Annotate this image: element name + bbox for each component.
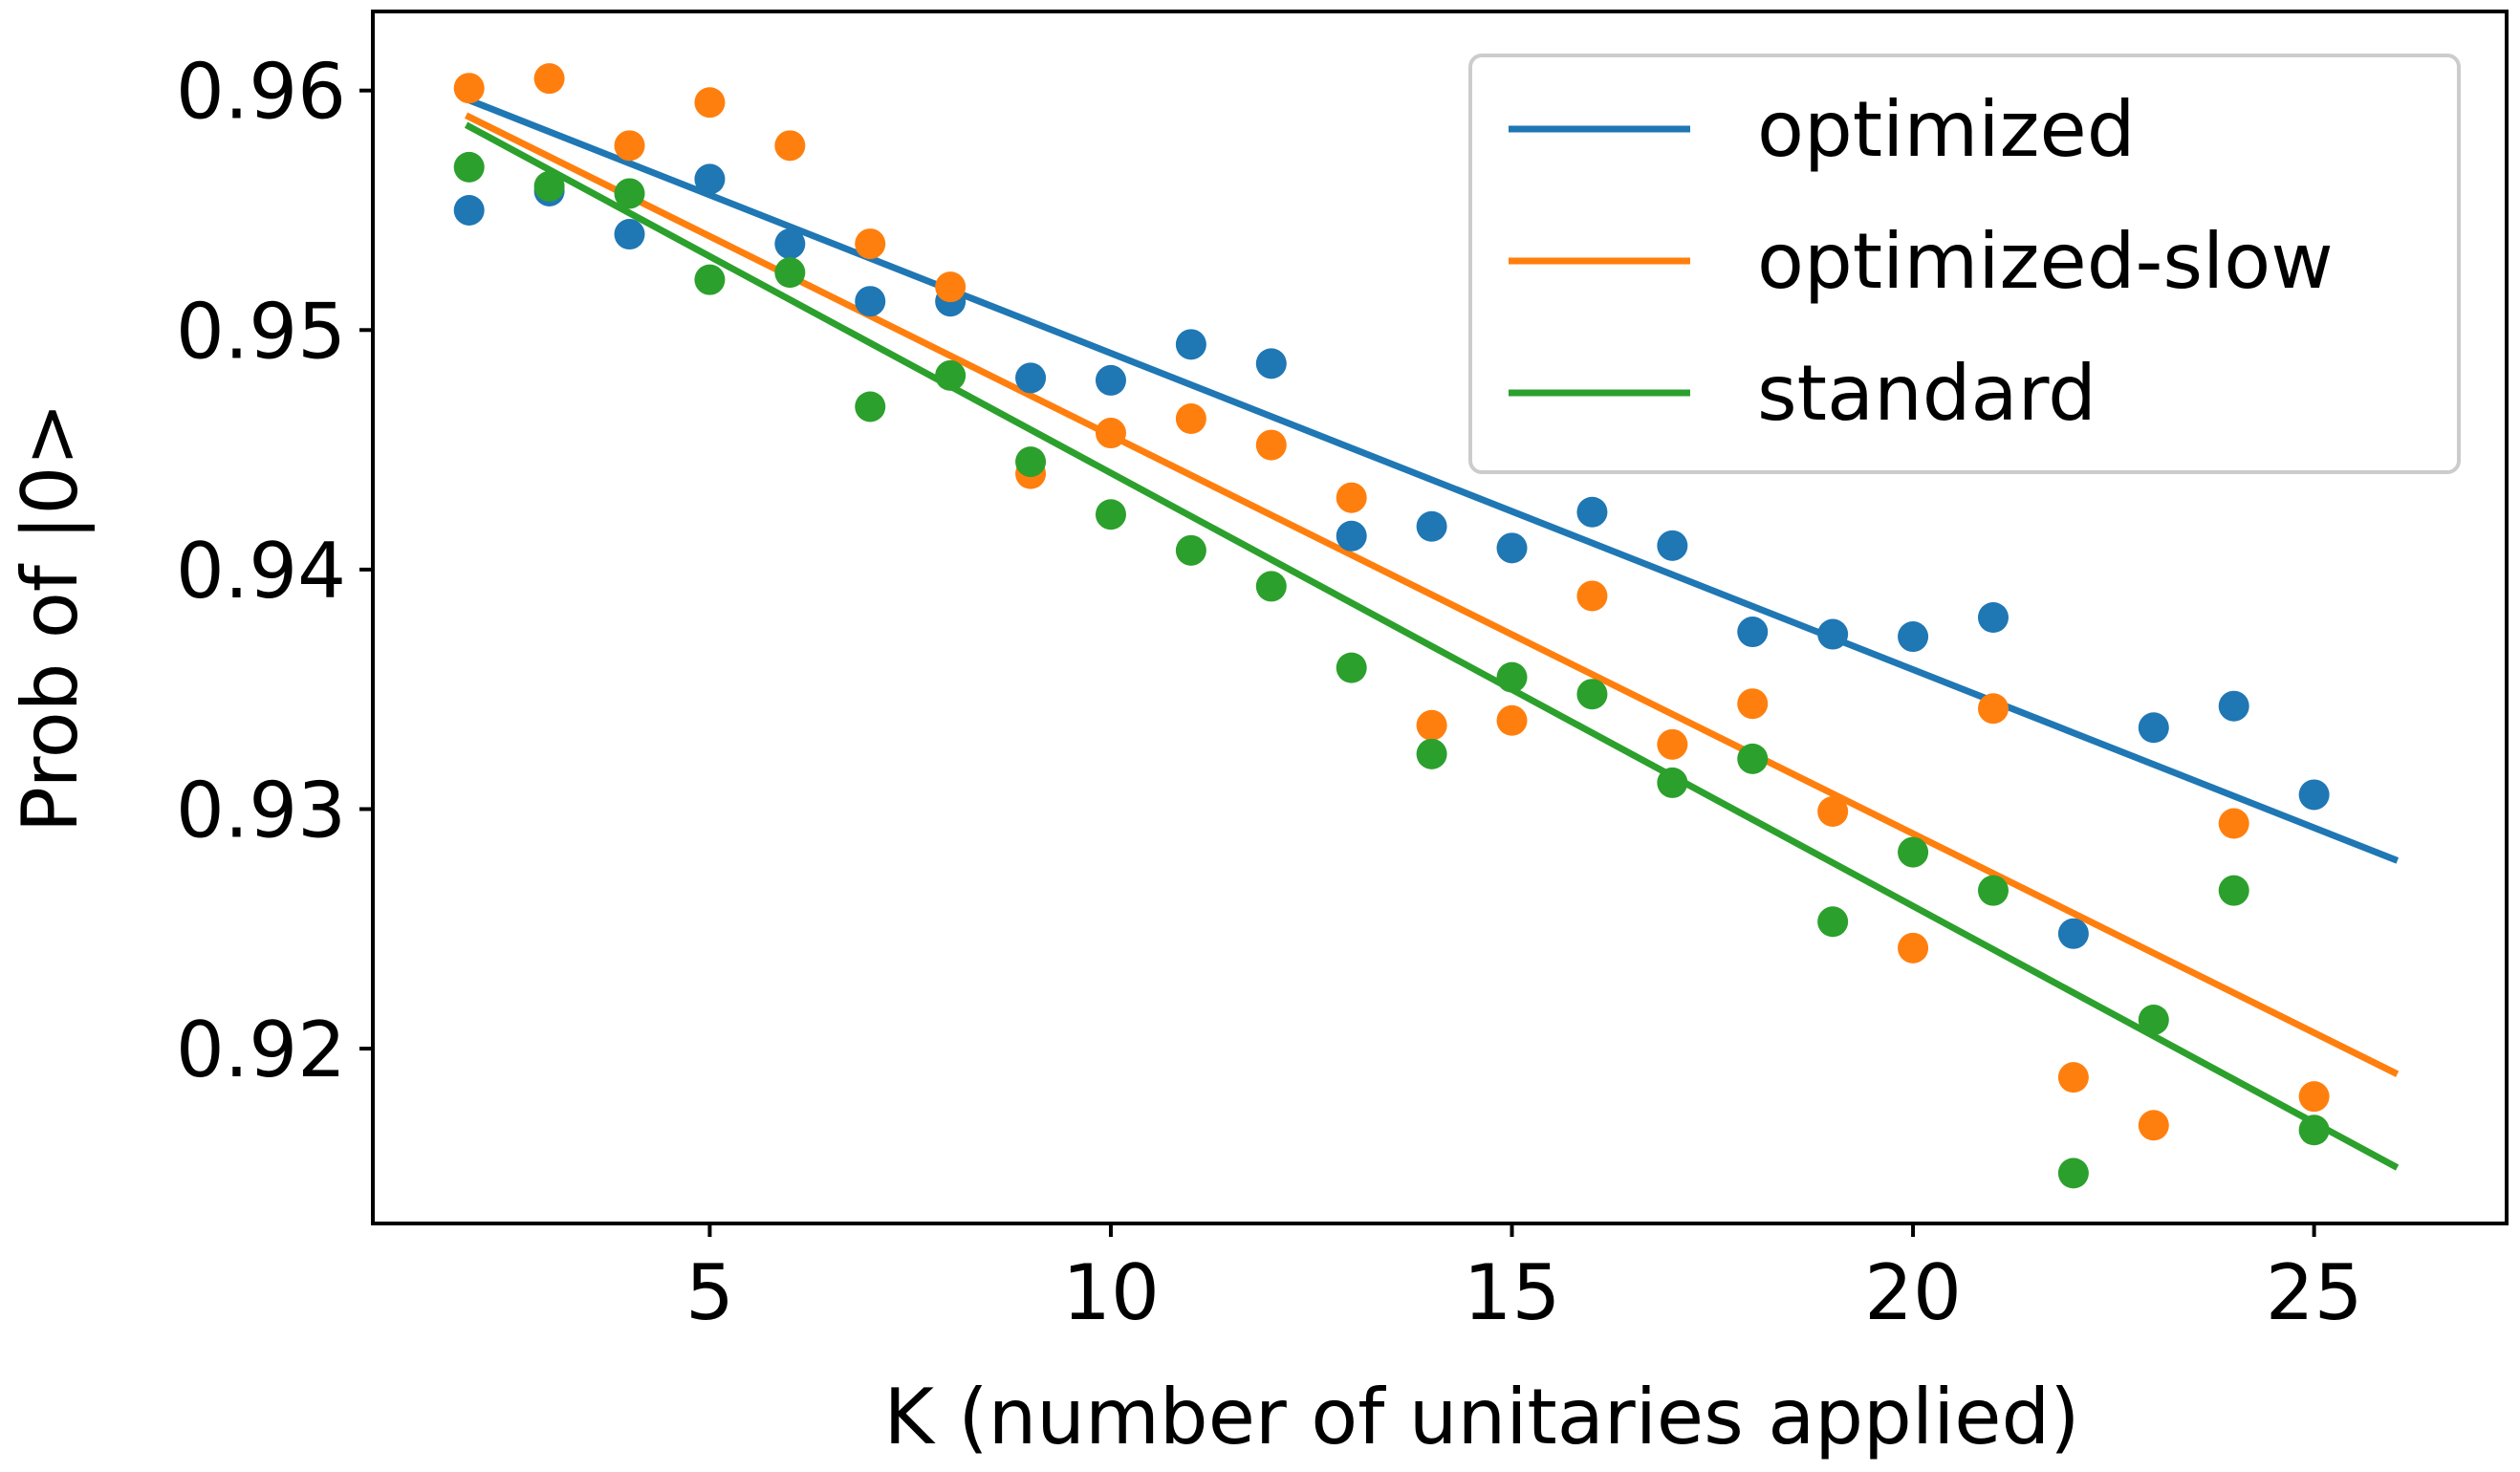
point-optimized bbox=[1576, 496, 1608, 528]
point-optimized bbox=[1737, 617, 1769, 648]
point-standard bbox=[533, 170, 565, 202]
point-optimized bbox=[2298, 779, 2330, 811]
legend-label-optimized-slow: optimized-slow bbox=[1757, 217, 2334, 306]
point-optimized-slow bbox=[1657, 728, 1688, 760]
point-optimized-slow bbox=[1977, 693, 2009, 725]
point-optimized bbox=[1015, 362, 1047, 394]
point-optimized bbox=[855, 286, 886, 317]
point-optimized bbox=[2138, 712, 2169, 744]
point-standard bbox=[1737, 743, 1769, 774]
x-tick-label: 10 bbox=[1062, 1248, 1160, 1337]
point-optimized bbox=[694, 163, 726, 195]
legend-box bbox=[1468, 54, 2461, 474]
point-standard bbox=[614, 178, 645, 209]
point-optimized-slow bbox=[533, 63, 565, 95]
point-standard bbox=[1898, 836, 1929, 868]
point-optimized-slow bbox=[1898, 932, 1929, 963]
point-standard bbox=[2218, 875, 2249, 906]
point-optimized-slow bbox=[1496, 704, 1528, 736]
point-standard bbox=[1015, 446, 1047, 478]
y-axis-label: Prob of |0> bbox=[6, 402, 96, 833]
point-optimized-slow bbox=[1817, 795, 1849, 827]
point-standard bbox=[2057, 1158, 2089, 1189]
point-standard bbox=[1817, 906, 1849, 938]
point-optimized bbox=[1336, 520, 1367, 552]
x-tick-label: 15 bbox=[1464, 1248, 1561, 1337]
point-standard bbox=[1336, 652, 1367, 683]
point-optimized bbox=[2218, 690, 2249, 722]
point-optimized-slow bbox=[1576, 580, 1608, 612]
point-optimized-slow bbox=[1416, 709, 1447, 741]
point-standard bbox=[774, 257, 806, 289]
x-axis-ticks: 5 10 15 20 25 bbox=[685, 1223, 2363, 1337]
point-optimized-slow bbox=[694, 87, 726, 119]
point-optimized bbox=[1977, 602, 2009, 633]
point-optimized bbox=[1175, 329, 1206, 360]
point-optimized bbox=[774, 228, 806, 260]
point-standard bbox=[2138, 1004, 2169, 1035]
point-optimized-slow bbox=[935, 271, 967, 303]
point-optimized bbox=[1255, 348, 1287, 379]
point-standard bbox=[1576, 679, 1608, 710]
point-optimized bbox=[453, 194, 485, 226]
point-standard bbox=[694, 264, 726, 295]
point-optimized-slow bbox=[1095, 418, 1126, 449]
fit-line-optimized bbox=[465, 96, 2400, 864]
legend-items: optimized optimized-slow standard bbox=[1509, 85, 2334, 438]
y-axis-ticks: 0.92 0.93 0.94 0.95 0.96 bbox=[176, 48, 373, 1094]
y-tick-label: 0.95 bbox=[176, 287, 346, 376]
point-standard bbox=[1657, 767, 1688, 798]
y-tick-label: 0.92 bbox=[176, 1006, 346, 1094]
legend-label-optimized: optimized bbox=[1757, 85, 2135, 174]
x-axis-label: K (number of unitaries applied) bbox=[883, 1373, 2079, 1461]
point-standard bbox=[1416, 738, 1447, 769]
x-tick-label: 20 bbox=[1864, 1248, 1962, 1337]
point-optimized bbox=[1496, 532, 1528, 564]
point-optimized-slow bbox=[1255, 429, 1287, 461]
point-optimized bbox=[2057, 918, 2089, 949]
y-tick-label: 0.96 bbox=[176, 48, 346, 137]
point-optimized-slow bbox=[1336, 482, 1367, 513]
point-optimized-slow bbox=[2218, 808, 2249, 839]
data-points bbox=[453, 63, 2330, 1189]
point-standard bbox=[1095, 499, 1126, 530]
point-optimized bbox=[1095, 364, 1126, 396]
point-optimized bbox=[1416, 510, 1447, 542]
legend: optimized optimized-slow standard bbox=[1468, 54, 2461, 474]
point-standard bbox=[1255, 571, 1287, 602]
point-optimized-slow bbox=[2298, 1081, 2330, 1113]
x-tick-label: 25 bbox=[2266, 1248, 2363, 1337]
fit-line-standard bbox=[464, 121, 2400, 1171]
point-standard bbox=[1977, 875, 2009, 906]
y-tick-label: 0.93 bbox=[176, 766, 346, 855]
point-optimized-slow bbox=[855, 228, 886, 260]
legend-label-standard: standard bbox=[1757, 349, 2096, 438]
point-optimized-slow bbox=[453, 73, 485, 104]
point-standard bbox=[1496, 661, 1528, 693]
point-optimized bbox=[1657, 530, 1688, 561]
x-tick-label: 5 bbox=[685, 1248, 734, 1337]
y-tick-label: 0.94 bbox=[176, 527, 346, 616]
point-standard bbox=[855, 391, 886, 422]
point-optimized bbox=[614, 219, 645, 250]
point-optimized-slow bbox=[774, 130, 806, 162]
point-optimized-slow bbox=[2138, 1110, 2169, 1141]
point-optimized-slow bbox=[1175, 403, 1206, 435]
point-standard bbox=[453, 151, 485, 183]
point-standard bbox=[935, 359, 967, 391]
point-standard bbox=[2298, 1115, 2330, 1146]
point-standard bbox=[1175, 534, 1206, 566]
plot-frame bbox=[371, 10, 2509, 1225]
point-optimized-slow bbox=[614, 130, 645, 162]
point-optimized-slow bbox=[2057, 1062, 2089, 1093]
point-optimized-slow bbox=[1737, 688, 1769, 720]
point-optimized bbox=[1817, 618, 1849, 650]
point-optimized bbox=[1898, 621, 1929, 653]
